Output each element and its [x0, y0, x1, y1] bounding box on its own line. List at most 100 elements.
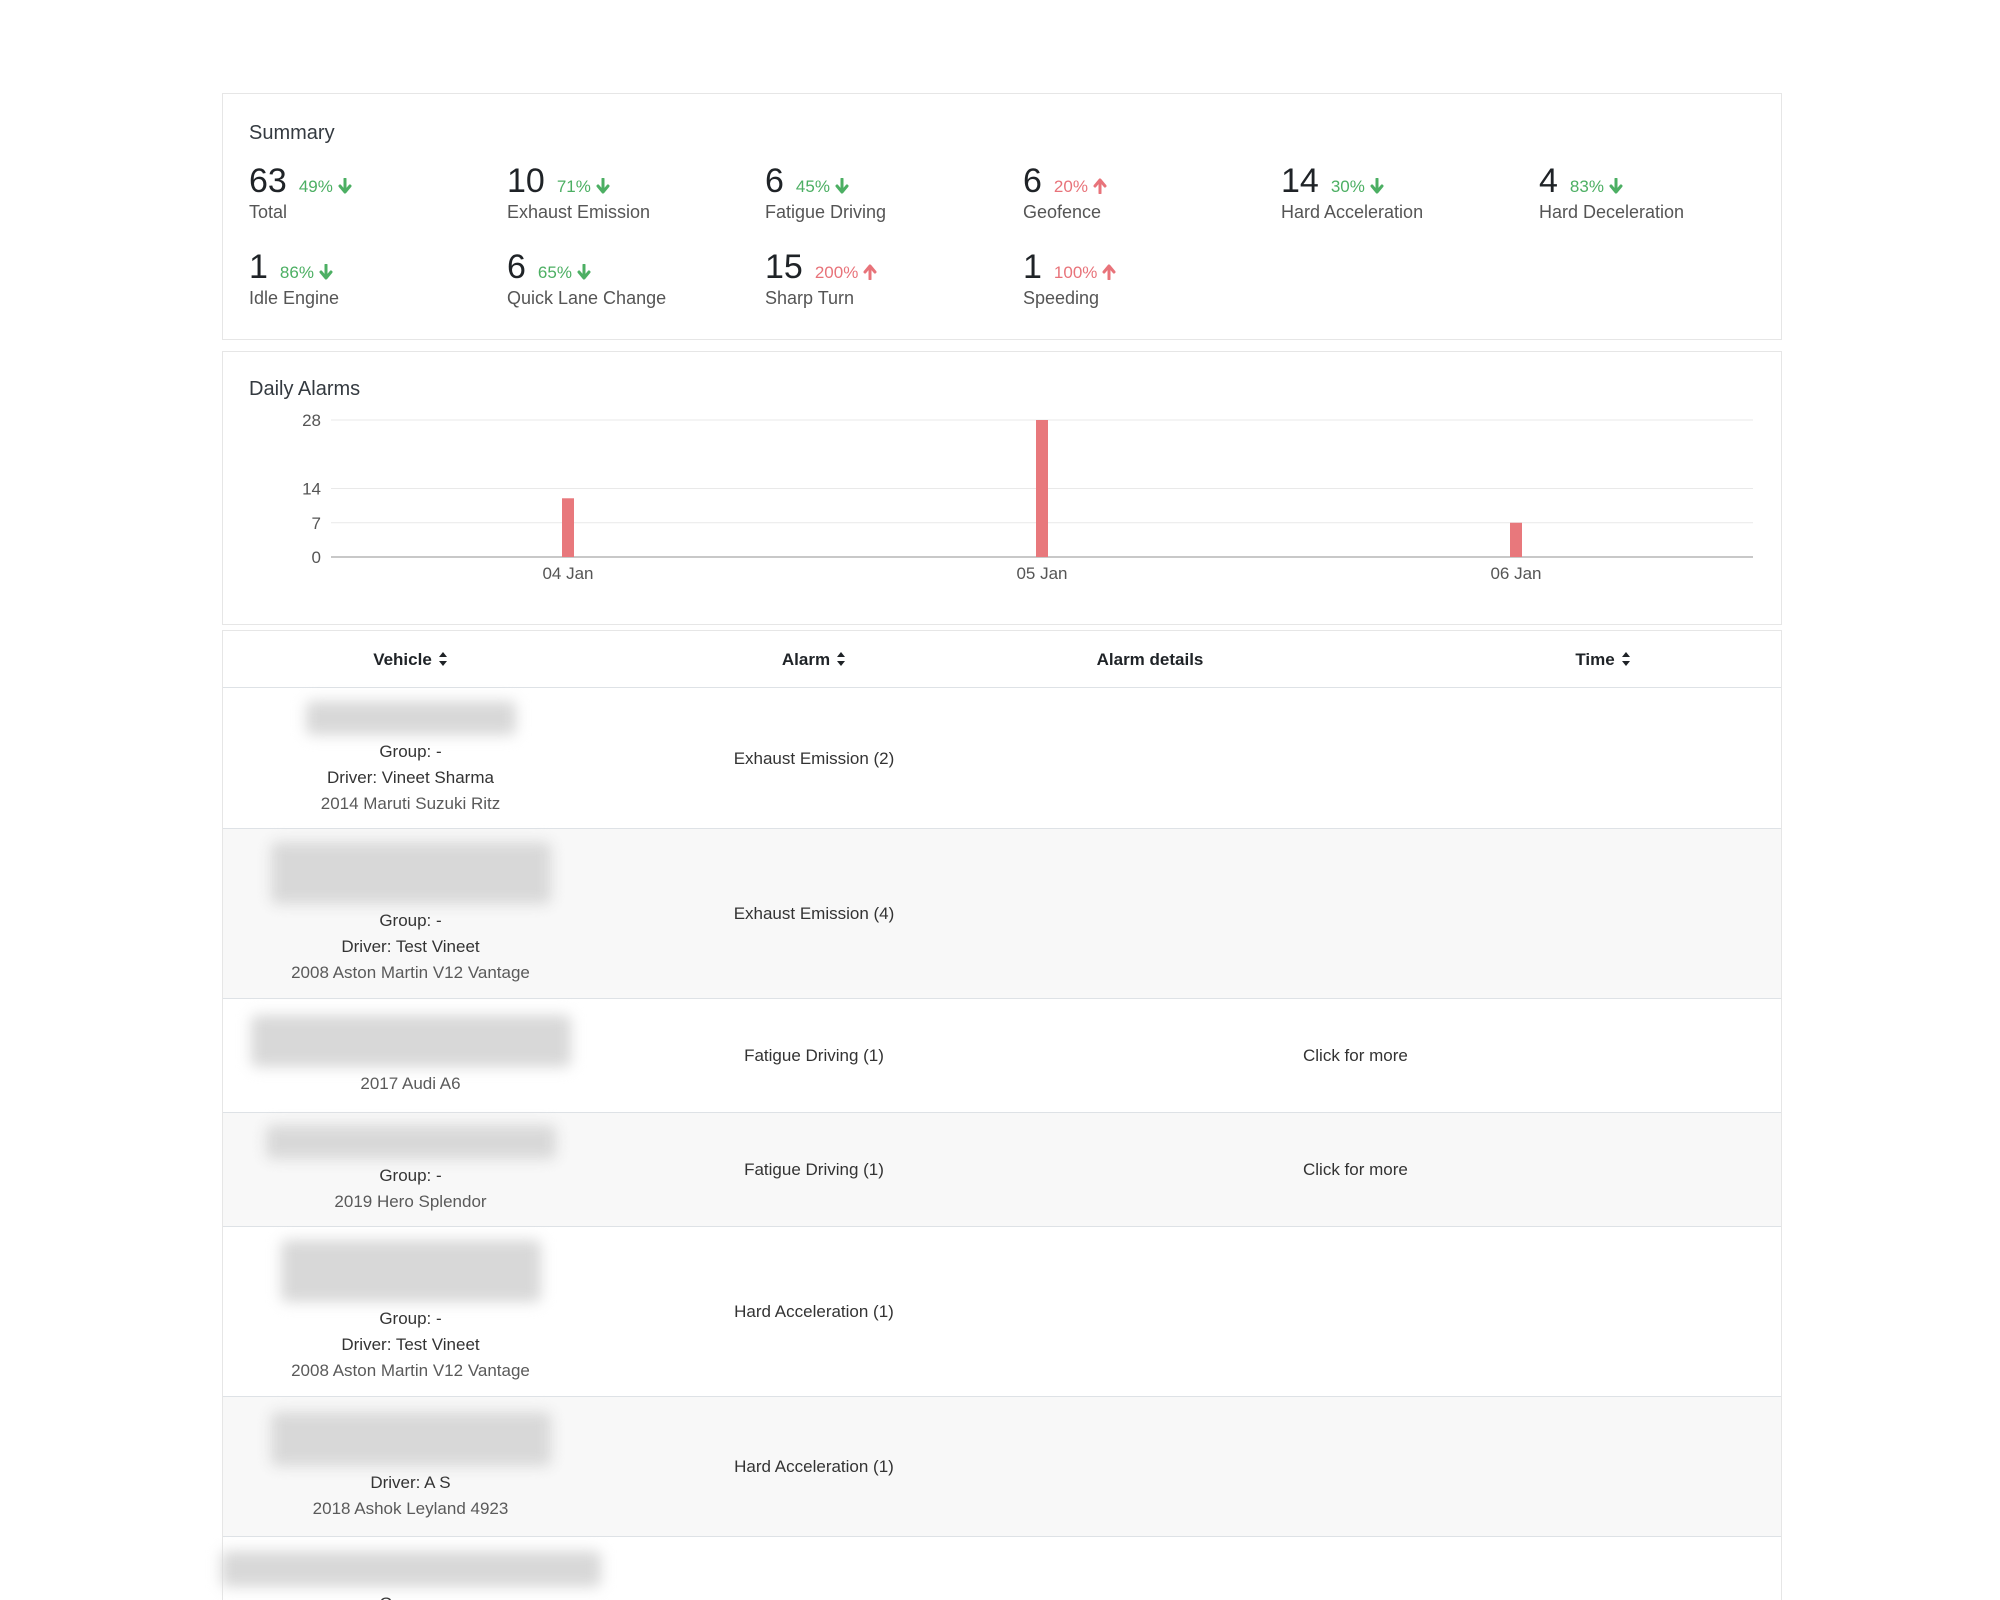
column-header-alarm-details: Alarm details — [1096, 650, 1204, 669]
stat-change: 45% — [796, 177, 850, 197]
stat-label: Quick Lane Change — [507, 288, 667, 308]
alarm-cell: Fatigue Driving (1) — [744, 1045, 884, 1065]
stat-fatigue-driving: 6 45% Fatigue Driving — [765, 162, 1005, 223]
stat-exhaust-emission: 10 71% Exhaust Emission — [507, 162, 747, 223]
summary-card: Summary 63 49% Total 10 71% Exhaust Emission 6… — [222, 93, 1782, 340]
stat-label: Speeding — [1023, 288, 1100, 308]
vehicle-model: 2008 Aston Martin V12 Vantage — [291, 962, 530, 982]
arrow-up-icon — [1102, 264, 1116, 280]
stat-value: 14 — [1281, 162, 1319, 200]
alarm-details-cell — [1223, 1227, 1503, 1396]
vehicle-group: Group: - — [379, 741, 442, 761]
vehicle-cell: Group: - — [220, 1537, 601, 1600]
table-row[interactable]: Group: - Driver: Test Vineet 2008 Aston Ma… — [223, 829, 1781, 999]
column-header-vehicle[interactable]: Vehicle — [223, 631, 598, 688]
table-row[interactable]: Driver: A S 2018 Ashok Leyland 4923 Hard A… — [223, 1397, 1781, 1537]
vehicle-driver: Driver: Test Vineet — [341, 1334, 480, 1354]
stat-value: 4 — [1539, 162, 1558, 200]
vehicle-model: 2019 Hero Splendor — [334, 1191, 487, 1211]
y-tick-label: 0 — [312, 548, 321, 567]
arrow-down-icon — [835, 178, 849, 194]
vehicle-group: Group: - — [379, 1165, 442, 1185]
x-tick-label: 04 Jan — [542, 564, 593, 583]
stat-change: 100% — [1054, 263, 1117, 283]
stat-value: 6 — [507, 248, 526, 286]
table-row[interactable]: Group: - Driver: Vineet Sharma 2014 Maruti… — [223, 689, 1781, 829]
stat-value: 63 — [249, 162, 287, 200]
arrow-down-icon — [1370, 178, 1384, 194]
alarm-cell: Hard Acceleration (1) — [734, 1456, 894, 1476]
table-row[interactable]: Group: - 2019 Hero Splendor Fatigue Drivin… — [223, 1113, 1781, 1227]
vehicle-model: 2008 Aston Martin V12 Vantage — [291, 1360, 530, 1380]
stat-change: 65% — [538, 263, 592, 283]
sort-icon — [1621, 652, 1630, 666]
stat-label: Total — [249, 202, 288, 222]
stat-sharp-turn: 15 200% Sharp Turn — [765, 248, 1005, 309]
sort-icon — [837, 652, 846, 666]
arrow-down-icon — [1609, 178, 1623, 194]
stat-idle-engine: 1 86% Idle Engine — [249, 248, 489, 309]
stat-change: 49% — [299, 177, 353, 197]
sort-icon — [438, 652, 447, 666]
stat-change: 20% — [1054, 177, 1108, 197]
vehicle-cell: Group: - Driver: Vineet Sharma 2014 Maruti… — [223, 689, 598, 828]
alarm-details-cell — [1223, 689, 1503, 828]
stat-value: 1 — [1023, 248, 1042, 286]
column-header-label: Time — [1575, 650, 1615, 669]
table-row[interactable]: Group: - Driver: Test Vineet 2008 Aston Ma… — [223, 1227, 1781, 1397]
daily-alarms-title: Daily Alarms — [249, 378, 361, 400]
x-tick-label: 05 Jan — [1016, 564, 1067, 583]
vehicle-group: Group: - — [379, 1308, 442, 1328]
stat-total: 63 49% Total — [249, 162, 489, 223]
column-header-label: Alarm — [781, 650, 831, 669]
stat-hard-deceleration: 4 83% Hard Deceleration — [1539, 162, 1779, 223]
stat-quick-lane-change: 6 65% Quick Lane Change — [507, 248, 747, 309]
table-header: Vehicle Alarm Alarm details Time — [223, 631, 1781, 688]
stat-value: 10 — [507, 162, 545, 200]
vehicle-driver: Driver: Test Vineet — [341, 936, 480, 956]
vehicle-group: Group: - — [379, 910, 442, 930]
column-header-alarm[interactable]: Alarm — [598, 631, 1030, 688]
stat-geofence: 6 20% Geofence — [1023, 162, 1263, 223]
click-for-more-link[interactable]: Click for more — [1303, 1159, 1408, 1179]
vehicle-cell: Group: - 2019 Hero Splendor — [223, 1113, 598, 1226]
stat-label: Hard Acceleration — [1281, 202, 1424, 222]
stat-change: 200% — [815, 263, 878, 283]
stat-label: Exhaust Emission — [507, 202, 651, 222]
y-tick-label: 7 — [312, 514, 321, 533]
click-for-more-link[interactable]: Click for more — [1303, 1045, 1408, 1065]
redacted-vehicle-name — [270, 1411, 551, 1466]
alarm-details-cell — [1223, 829, 1503, 998]
stat-value: 1 — [249, 248, 268, 286]
vehicle-driver: Driver: A S — [370, 1472, 451, 1492]
alarm-cell: Hard Acceleration (1) — [734, 1301, 894, 1321]
daily-alarms-card: Daily Alarms 0 7 14 28 04 Jan 05 Jan 06 Jan — [222, 351, 1782, 625]
bar-06-jan — [1510, 522, 1522, 557]
arrow-up-icon — [1093, 178, 1107, 194]
summary-title: Summary — [249, 122, 335, 144]
table-row[interactable]: Group: - Hard Deceleration (3) — [220, 1537, 1781, 1600]
alarm-cell: Exhaust Emission (2) — [733, 748, 895, 768]
redacted-vehicle-name — [305, 700, 516, 735]
table-row[interactable]: 2017 Audi A6 Fatigue Driving (1) Click for… — [223, 999, 1781, 1113]
stat-speeding: 1 100% Speeding — [1023, 248, 1263, 309]
vehicle-group: Group: - — [379, 1591, 441, 1600]
vehicle-cell: Driver: A S 2018 Ashok Leyland 4923 — [223, 1397, 598, 1536]
redacted-vehicle-name — [220, 1551, 601, 1587]
stat-label: Idle Engine — [249, 288, 340, 308]
stat-change: 86% — [280, 263, 334, 283]
column-header-time[interactable]: Time — [1483, 631, 1723, 688]
vehicle-cell: Group: - Driver: Test Vineet 2008 Aston Ma… — [223, 829, 598, 998]
arrow-up-icon — [863, 264, 877, 280]
bar-05-jan — [1036, 420, 1048, 557]
arrow-down-icon — [596, 178, 610, 194]
stat-change: 71% — [557, 177, 611, 197]
stat-change: 30% — [1331, 177, 1385, 197]
stat-hard-acceleration: 14 30% Hard Acceleration — [1281, 162, 1521, 223]
arrow-down-icon — [338, 178, 352, 194]
vehicle-cell: 2017 Audi A6 — [223, 999, 598, 1112]
alarm-cell: Exhaust Emission (4) — [733, 903, 895, 923]
alarm-details-cell — [1223, 1537, 1503, 1600]
arrow-down-icon — [577, 264, 591, 280]
y-tick-label: 14 — [302, 480, 321, 499]
